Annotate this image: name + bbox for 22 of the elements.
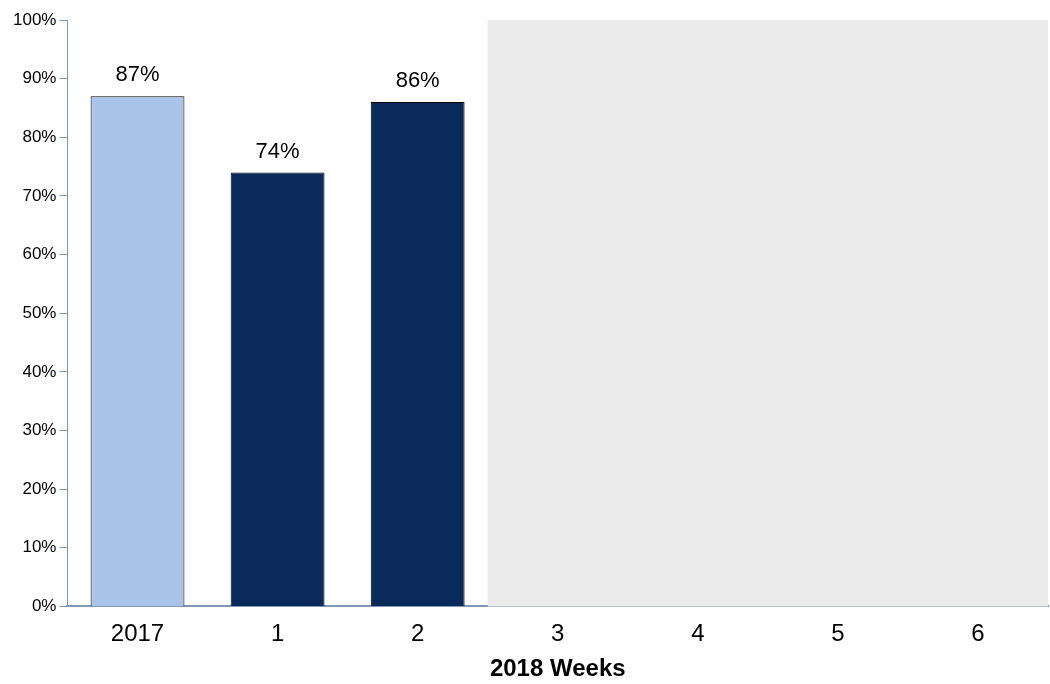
y-tick-label: 40% (22, 361, 57, 381)
x-tick-label: 3 (551, 619, 565, 647)
x-tick-label: 2017 (110, 619, 165, 647)
data-label: 74% (255, 137, 300, 163)
x-axis-title: 2018 Weeks (489, 654, 626, 682)
y-tick-label: 30% (22, 420, 57, 440)
x-tick-label: 2 (410, 619, 425, 647)
data-label: 86% (395, 67, 440, 93)
y-tick-label: 100% (13, 9, 57, 29)
y-tick-label: 10% (22, 537, 57, 557)
y-tick-label: 20% (22, 478, 57, 498)
y-tick-label: 50% (22, 302, 57, 322)
x-tick-label: 6 (971, 619, 985, 647)
y-tick-label: 70% (22, 185, 57, 205)
data-label: 87% (115, 61, 160, 87)
y-tick-label: 80% (22, 126, 57, 146)
y-tick-label: 90% (22, 68, 57, 88)
x-tick-label: 5 (831, 619, 845, 647)
y-tick-label: 60% (22, 244, 57, 264)
x-tick-label: 1 (270, 619, 285, 647)
x-tick-label: 4 (691, 619, 705, 647)
y-tick-label: 0% (31, 596, 57, 616)
